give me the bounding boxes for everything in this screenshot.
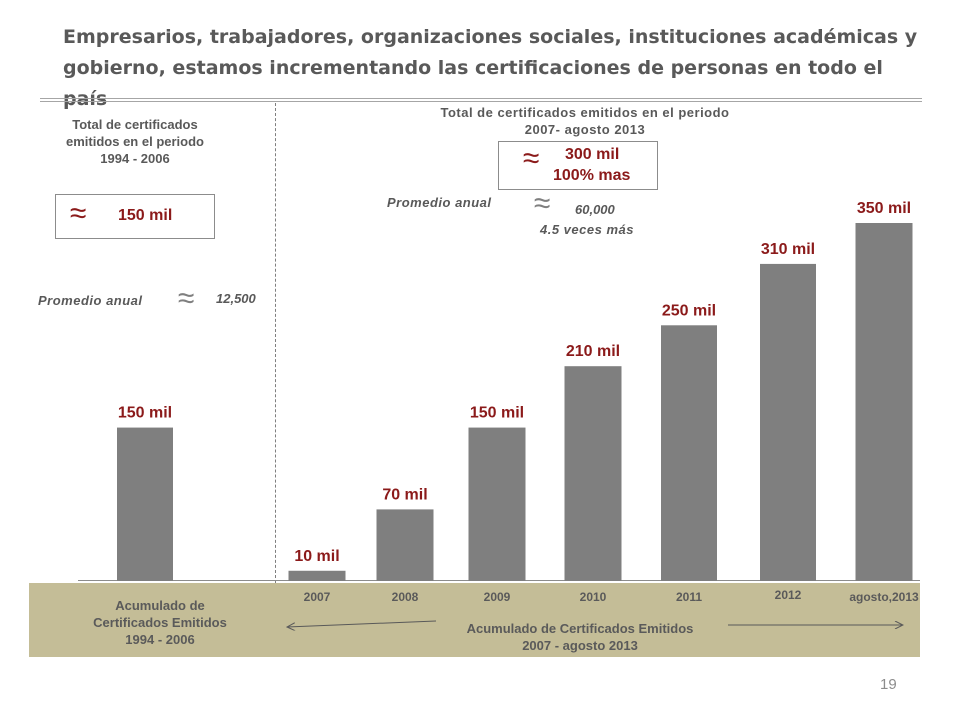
left-total-value: 150 mil: [118, 207, 173, 224]
bar-5: [564, 366, 622, 581]
bar-8: [855, 223, 913, 581]
bar-7: [760, 263, 816, 581]
value-label-5: 210 mil: [566, 343, 620, 360]
tick-label-6: 2011: [676, 590, 702, 604]
right-total-value: 300 mil: [565, 146, 620, 163]
right-heading: Total de certificados emitidos en el per…: [440, 105, 730, 137]
tick-label-8: agosto,2013: [849, 590, 919, 604]
page-number: 19: [880, 676, 897, 693]
value-label-3: 70 mil: [382, 486, 427, 503]
right-total-box: ≈ 300 mil 100% mas: [498, 141, 658, 190]
right-promedio-label: Promedio anual: [387, 195, 492, 210]
title-rule-2: [40, 101, 922, 102]
value-label-8: 350 mil: [857, 200, 911, 217]
period-divider: [275, 103, 276, 583]
tick-label-2: 2007: [304, 590, 331, 604]
value-label-4: 150 mil: [470, 405, 524, 422]
left-band-label: Acumulado de Certificados Emitidos 1994 …: [93, 598, 227, 647]
right-band-label: Acumulado de Certificados Emitidos 2007 …: [466, 621, 694, 653]
approx-icon: ≈: [534, 187, 551, 220]
approx-icon: ≈: [523, 142, 540, 175]
left-promedio-label: Promedio anual: [38, 293, 143, 308]
right-promedio-value: 60,000: [575, 202, 615, 217]
tick-label-7: 2012: [775, 588, 802, 602]
bar-6: [661, 325, 717, 581]
bar-3: [376, 509, 434, 581]
arrow-left-line: [287, 620, 437, 627]
value-label-2: 10 mil: [294, 548, 339, 565]
title-rule: [40, 98, 922, 99]
tick-label-5: 2010: [580, 590, 607, 604]
bottom-band: [29, 583, 920, 657]
approx-icon: ≈: [178, 282, 195, 315]
approx-icon: ≈: [70, 197, 87, 230]
tick-label-3: 2008: [392, 590, 419, 604]
left-heading: Total de certificados emitidos en el per…: [66, 117, 204, 166]
bar-1: [117, 427, 173, 581]
value-label-7: 310 mil: [761, 241, 815, 258]
tick-label-4: 2009: [484, 590, 511, 604]
slide-title: Empresarios, trabajadores, organizacione…: [63, 26, 918, 110]
right-promedio-note: 4.5 veces más: [540, 222, 634, 237]
right-total-note: 100% mas: [553, 167, 631, 184]
value-label-1: 150 mil: [118, 405, 172, 422]
left-promedio-value: 12,500: [216, 291, 256, 306]
bar-2: [288, 570, 346, 581]
bar-4: [468, 427, 526, 581]
left-total-box: ≈ 150 mil: [55, 194, 215, 239]
value-label-6: 250 mil: [662, 302, 716, 319]
